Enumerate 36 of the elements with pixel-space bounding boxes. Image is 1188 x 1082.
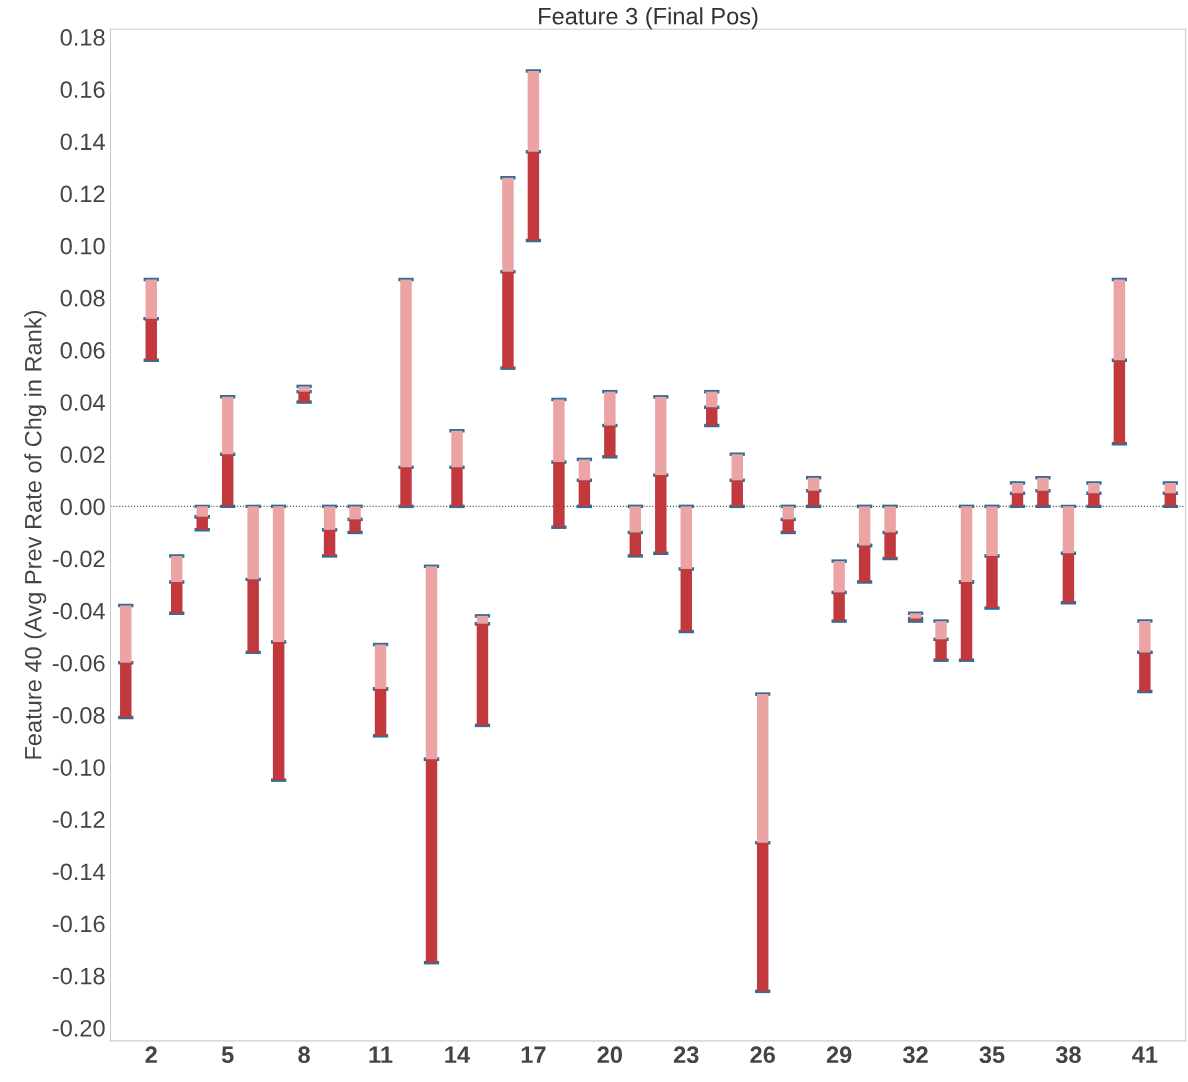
y-tick-label: -0.12 [52,811,105,829]
y-tick-label: -0.10 [52,759,105,776]
x-tick-label: 8 [298,1046,310,1064]
y-tick-label: -0.20 [52,1019,105,1037]
y-tick-label: -0.02 [52,550,105,568]
x-tick-label: 35 [979,1046,1005,1064]
y-axis-title: Feature 40 (Avg Prev Rate of Chg in Rank) [24,310,47,759]
y-tick-label: 0.04 [60,394,105,411]
x-tick-label: 5 [221,1046,234,1064]
x-tick-label: 32 [902,1046,928,1064]
y-tick-label: 0.06 [60,341,105,359]
x-tick-label: 14 [445,1046,470,1063]
x-tick-label: 29 [826,1046,852,1064]
y-tick-label: 0.16 [60,81,105,98]
y-tick-label: -0.04 [52,602,105,620]
x-tick-label: 17 [521,1046,546,1063]
x-tick-label: 23 [673,1046,699,1064]
y-tick-label: 0.10 [60,237,105,255]
y-tick-label: 0.18 [60,29,105,46]
y-tick-label: -0.18 [52,967,105,985]
x-tick-label: 11 [369,1046,393,1063]
y-tick-label: 0.02 [60,446,105,464]
x-tick-label: 20 [597,1046,622,1064]
x-tick-label: 41 [1132,1046,1158,1063]
x-tick-label: 2 [145,1046,157,1063]
x-tick-label: 38 [1055,1046,1081,1064]
y-tick-label: -0.06 [52,654,105,672]
y-tick-label: -0.08 [52,707,105,724]
y-tick-label: 0.08 [60,289,105,307]
y-tick-label: -0.14 [52,863,105,881]
y-tick-label: 0.12 [60,185,105,203]
x-tick-label: 26 [750,1046,775,1064]
y-tick-label: 0.00 [60,498,105,516]
chart-title: Feature 3 (Final Pos) [539,7,758,30]
y-tick-label: -0.16 [52,915,105,933]
y-tick-label: 0.14 [60,133,105,151]
